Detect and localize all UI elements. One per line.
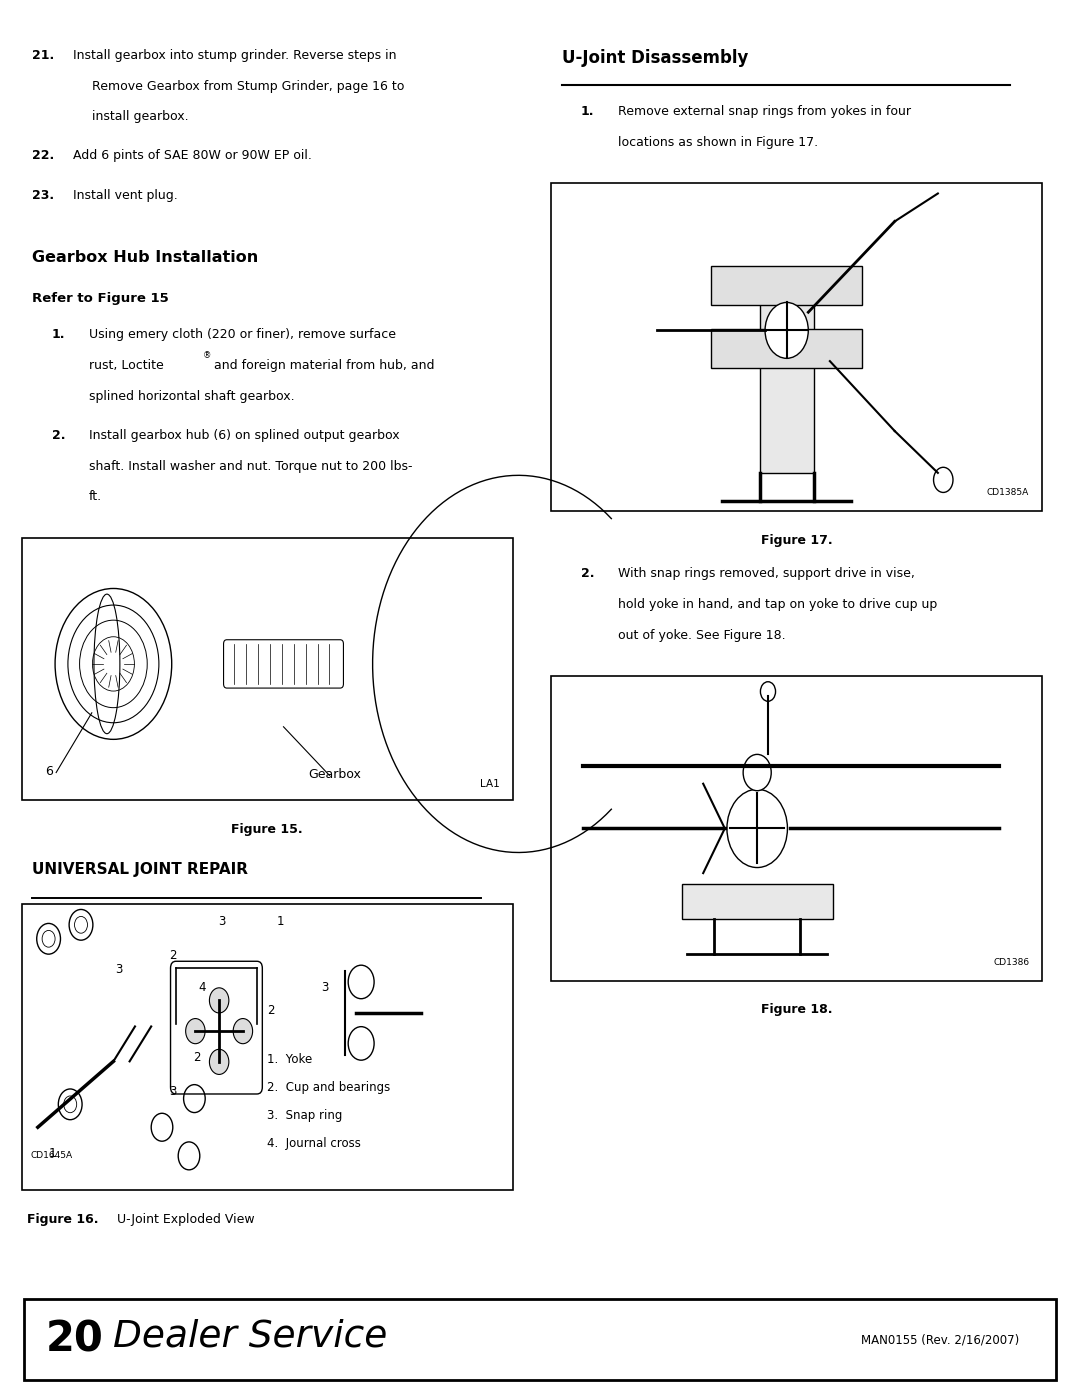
Text: 1.: 1.: [52, 328, 66, 341]
Text: 21.: 21.: [32, 49, 55, 61]
Text: ft.: ft.: [89, 490, 102, 503]
Text: splined horizontal shaft gearbox.: splined horizontal shaft gearbox.: [89, 390, 294, 402]
Text: 3.  Snap ring: 3. Snap ring: [268, 1109, 342, 1122]
Circle shape: [727, 789, 787, 868]
Text: Figure 15.: Figure 15.: [231, 823, 303, 835]
Bar: [759, 277, 813, 472]
Circle shape: [743, 754, 771, 791]
Bar: [22, 904, 513, 1190]
Circle shape: [765, 303, 808, 359]
Text: Gearbox Hub Installation: Gearbox Hub Installation: [32, 250, 258, 265]
Text: Remove Gearbox from Stump Grinder, page 16 to: Remove Gearbox from Stump Grinder, page …: [92, 80, 404, 92]
Text: 23.: 23.: [32, 189, 54, 201]
Text: 1: 1: [49, 1147, 56, 1160]
Bar: [681, 884, 833, 919]
Bar: [203, 1013, 246, 1083]
Bar: [24, 1299, 1056, 1380]
Text: Figure 16.: Figure 16.: [27, 1213, 98, 1225]
Text: Gearbox: Gearbox: [308, 768, 361, 781]
Circle shape: [210, 988, 229, 1013]
Bar: [551, 183, 1042, 511]
Text: Figure 18.: Figure 18.: [760, 1003, 833, 1016]
Text: locations as shown in Figure 17.: locations as shown in Figure 17.: [618, 136, 818, 148]
Text: 2.: 2.: [581, 567, 595, 580]
Text: Dealer Service: Dealer Service: [113, 1319, 388, 1355]
Text: 3: 3: [322, 981, 328, 993]
Text: 2: 2: [268, 1004, 274, 1017]
Text: UNIVERSAL JOINT REPAIR: UNIVERSAL JOINT REPAIR: [32, 862, 248, 877]
Text: ®: ®: [203, 351, 212, 359]
Text: Install gearbox hub (6) on splined output gearbox: Install gearbox hub (6) on splined outpu…: [89, 429, 400, 441]
Text: LA1: LA1: [481, 780, 500, 789]
Text: shaft. Install washer and nut. Torque nut to 200 lbs-: shaft. Install washer and nut. Torque nu…: [89, 460, 413, 472]
Text: 4.  Journal cross: 4. Journal cross: [268, 1137, 361, 1150]
Text: and foreign material from hub, and: and foreign material from hub, and: [214, 359, 434, 372]
Bar: [22, 538, 513, 800]
Circle shape: [760, 682, 775, 701]
Text: Install gearbox into stump grinder. Reverse steps in: Install gearbox into stump grinder. Reve…: [73, 49, 397, 61]
Text: U-Joint Exploded View: U-Joint Exploded View: [117, 1213, 254, 1225]
FancyBboxPatch shape: [171, 961, 262, 1094]
Text: 2.  Cup and bearings: 2. Cup and bearings: [268, 1081, 391, 1094]
Text: Install vent plug.: Install vent plug.: [73, 189, 178, 201]
Text: CD1645A: CD1645A: [30, 1151, 72, 1160]
Text: With snap rings removed, support drive in vise,: With snap rings removed, support drive i…: [618, 567, 915, 580]
Text: 4: 4: [199, 981, 206, 993]
Text: Figure 17.: Figure 17.: [760, 534, 833, 546]
Text: 2: 2: [193, 1051, 201, 1063]
Text: U-Joint Disassembly: U-Joint Disassembly: [562, 49, 748, 67]
Text: 20: 20: [45, 1319, 104, 1361]
Text: 2: 2: [170, 949, 176, 961]
Bar: [711, 265, 862, 305]
Circle shape: [210, 1049, 229, 1074]
Text: MAN0155 (Rev. 2/16/2007): MAN0155 (Rev. 2/16/2007): [861, 1333, 1020, 1347]
Text: 6: 6: [45, 766, 53, 778]
Circle shape: [186, 1018, 205, 1044]
Text: Remove external snap rings from yokes in four: Remove external snap rings from yokes in…: [618, 105, 910, 117]
Text: 1: 1: [278, 915, 285, 928]
Text: Add 6 pints of SAE 80W or 90W EP oil.: Add 6 pints of SAE 80W or 90W EP oil.: [73, 149, 312, 162]
Text: 2.: 2.: [52, 429, 66, 441]
Text: hold yoke in hand, and tap on yoke to drive cup up: hold yoke in hand, and tap on yoke to dr…: [618, 598, 937, 610]
FancyBboxPatch shape: [224, 640, 343, 689]
Text: install gearbox.: install gearbox.: [92, 110, 188, 123]
Text: Refer to Figure 15: Refer to Figure 15: [32, 292, 170, 305]
Bar: [711, 330, 862, 369]
Text: 3: 3: [218, 915, 226, 928]
Text: CD1385A: CD1385A: [987, 489, 1029, 497]
Text: out of yoke. See Figure 18.: out of yoke. See Figure 18.: [618, 629, 785, 641]
Text: rust, Loctite: rust, Loctite: [89, 359, 163, 372]
Circle shape: [233, 1018, 253, 1044]
Text: 22.: 22.: [32, 149, 55, 162]
Text: Using emery cloth (220 or finer), remove surface: Using emery cloth (220 or finer), remove…: [89, 328, 395, 341]
Text: CD1386: CD1386: [994, 958, 1029, 967]
Text: 3: 3: [170, 1085, 176, 1098]
Bar: [551, 676, 1042, 981]
Text: 1.  Yoke: 1. Yoke: [268, 1053, 312, 1066]
Text: 3: 3: [114, 963, 122, 975]
Text: 1.: 1.: [581, 105, 595, 117]
